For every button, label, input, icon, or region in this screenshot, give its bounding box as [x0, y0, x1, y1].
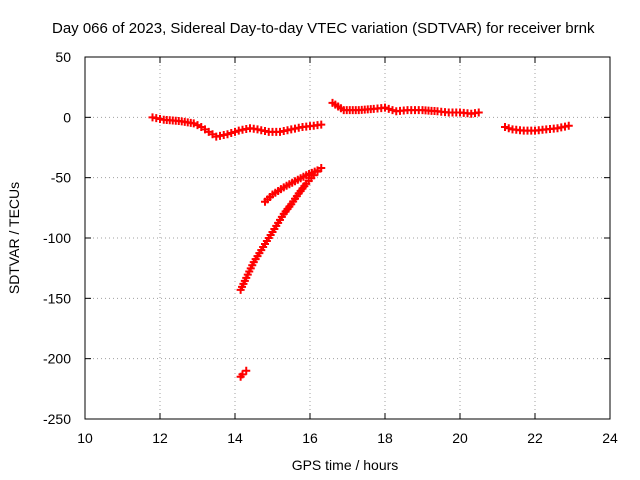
x-tick-label: 10	[77, 430, 93, 446]
tick-layer: 10 12 14 16 18 20 22 24 -250 -200 -150 -100 -50 0 50	[43, 49, 618, 446]
data-point-fill	[231, 127, 239, 136]
data-series-4	[261, 164, 326, 206]
y-tick-label: 0	[63, 109, 71, 125]
data-series-1	[148, 113, 326, 141]
x-axis-label: GPS time / hours	[292, 457, 399, 473]
data-point	[223, 130, 232, 139]
grid-layer	[85, 57, 610, 419]
data-point	[381, 103, 389, 112]
data-series-5	[236, 167, 322, 294]
y-tick-label: -100	[43, 230, 71, 246]
chart-title: Day 066 of 2023, Sidereal Day-to-day VTE…	[52, 20, 595, 37]
y-tick-label: -150	[43, 290, 71, 306]
data-point	[317, 120, 326, 129]
data-layer	[148, 98, 573, 381]
y-tick-label: 50	[55, 49, 71, 65]
data-point	[474, 108, 483, 117]
data-point-fill	[388, 106, 397, 115]
x-tick-label: 12	[152, 430, 168, 446]
x-tick-label: 24	[602, 430, 618, 446]
data-point-fill	[227, 129, 236, 138]
x-tick-label: 18	[377, 430, 393, 446]
x-tick-label: 16	[302, 430, 318, 446]
data-point	[564, 121, 573, 130]
data-point-fill	[384, 104, 393, 113]
data-series-2	[328, 98, 483, 118]
y-tick-label: -200	[43, 351, 71, 367]
data-point	[313, 167, 322, 176]
data-point-fill	[504, 124, 513, 133]
x-tick-label: 22	[527, 430, 543, 446]
data-series-3	[501, 121, 573, 135]
data-point	[501, 122, 509, 131]
y-tick-label: -250	[43, 411, 71, 427]
x-tick-label: 14	[227, 430, 243, 446]
x-tick-label: 20	[452, 430, 468, 446]
data-series-6	[236, 366, 251, 381]
data-point	[242, 366, 251, 375]
y-tick-label: -50	[51, 170, 71, 186]
y-axis-label: SDTVAR / TECUs	[6, 182, 22, 294]
